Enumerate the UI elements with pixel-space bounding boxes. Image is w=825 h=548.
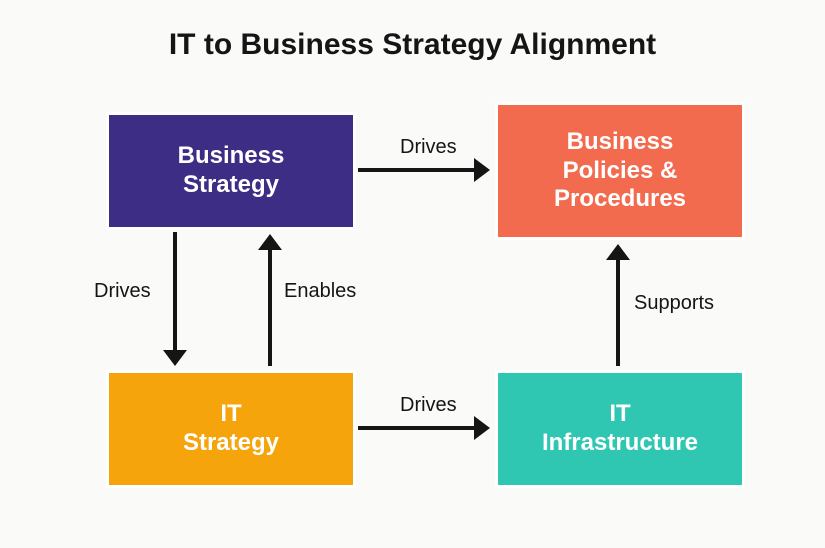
diagram-title: IT to Business Strategy Alignment <box>0 28 825 62</box>
edge-label-its-enables-bs: Enables <box>284 280 356 303</box>
node-it-strategy: IT Strategy <box>106 370 356 488</box>
edge-label-iti-supports-bpp: Supports <box>634 292 714 315</box>
node-business-policies-procedures: Business Policies & Procedures <box>495 102 745 240</box>
edge-label-its-drives-iti: Drives <box>400 394 457 417</box>
edge-label-bs-drives-its: Drives <box>94 280 151 303</box>
node-business-strategy: Business Strategy <box>106 112 356 230</box>
node-it-infrastructure: IT Infrastructure <box>495 370 745 488</box>
edge-label-bs-drives-bpp: Drives <box>400 136 457 159</box>
diagram-canvas: IT to Business Strategy Alignment Busine… <box>0 0 825 548</box>
